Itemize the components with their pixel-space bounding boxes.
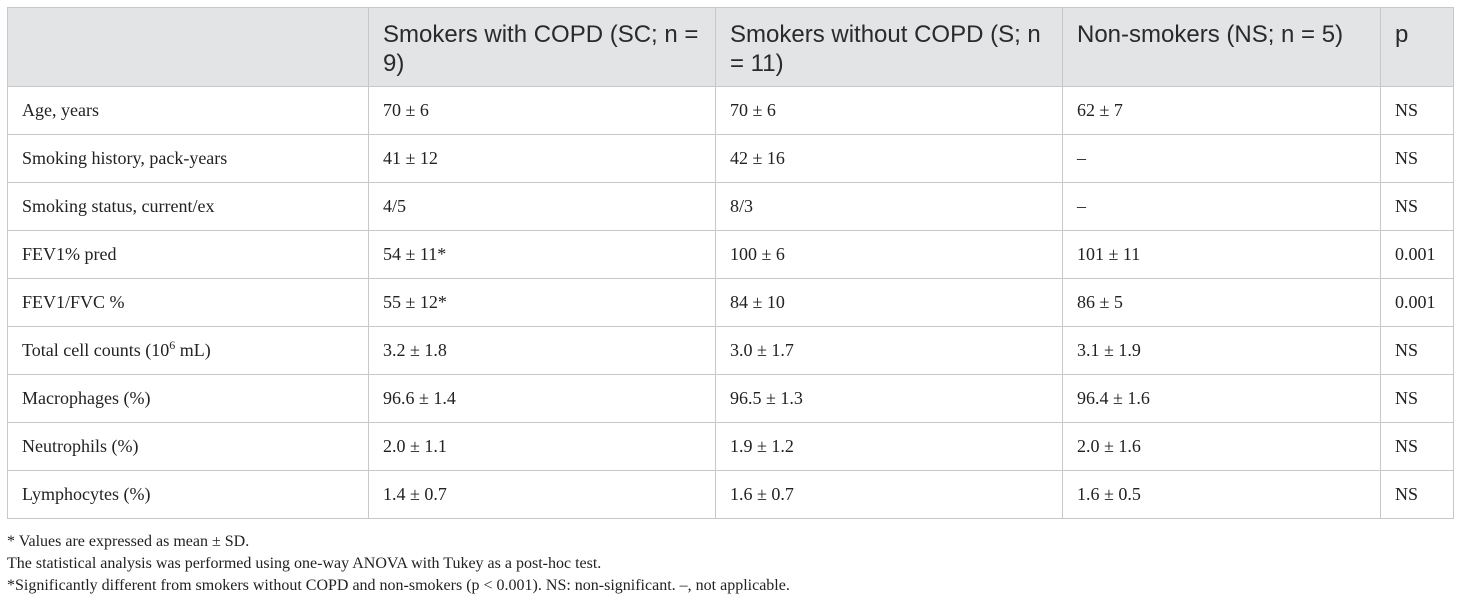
cell-ns: 96.4 ± 1.6	[1062, 374, 1381, 423]
footnote-line: The statistical analysis was performed u…	[7, 555, 602, 572]
cell-sc: 70 ± 6	[368, 86, 716, 135]
row-label-suffix: mL)	[175, 340, 211, 360]
cell-s: 42 ± 16	[715, 134, 1063, 183]
cell-s: 8/3	[715, 182, 1063, 231]
cell-sc: 41 ± 12	[368, 134, 716, 183]
row-label: Smoking history, pack-years	[7, 134, 369, 183]
row-label: Neutrophils (%)	[7, 422, 369, 471]
header-cell-smokers-no-copd: Smokers without COPD (S; n = 11)	[715, 7, 1063, 87]
cell-sc: 54 ± 11*	[368, 230, 716, 279]
cell-s: 96.5 ± 1.3	[715, 374, 1063, 423]
header-cell-non-smokers: Non-smokers (NS; n = 5)	[1062, 7, 1381, 87]
cell-sc: 96.6 ± 1.4	[368, 374, 716, 423]
cell-s: 70 ± 6	[715, 86, 1063, 135]
table-row: Neutrophils (%) 2.0 ± 1.1 1.9 ± 1.2 2.0 …	[7, 422, 1454, 471]
cell-sc: 55 ± 12*	[368, 278, 716, 327]
cell-p: NS	[1380, 86, 1454, 135]
cell-ns: 101 ± 11	[1062, 230, 1381, 279]
cell-ns: 2.0 ± 1.6	[1062, 422, 1381, 471]
table-row: Lymphocytes (%) 1.4 ± 0.7 1.6 ± 0.7 1.6 …	[7, 470, 1454, 519]
table-row: Age, years 70 ± 6 70 ± 6 62 ± 7 NS	[7, 86, 1454, 135]
table-row: Total cell counts (106 mL) 3.2 ± 1.8 3.0…	[7, 326, 1454, 375]
footnote-line: * Values are expressed as mean ± SD.	[7, 533, 250, 550]
cell-sc: 2.0 ± 1.1	[368, 422, 716, 471]
cell-p: 0.001	[1380, 278, 1454, 327]
row-label: Age, years	[7, 86, 369, 135]
cell-s: 100 ± 6	[715, 230, 1063, 279]
cell-sc: 3.2 ± 1.8	[368, 326, 716, 375]
row-label: FEV1/FVC %	[7, 278, 369, 327]
table-row: FEV1/FVC % 55 ± 12* 84 ± 10 86 ± 5 0.001	[7, 278, 1454, 327]
cell-p: NS	[1380, 182, 1454, 231]
data-table-container: Smokers with COPD (SC; n = 9) Smokers wi…	[7, 7, 1454, 519]
cell-p: NS	[1380, 422, 1454, 471]
table-row: FEV1% pred 54 ± 11* 100 ± 6 101 ± 11 0.0…	[7, 230, 1454, 279]
cell-ns: 62 ± 7	[1062, 86, 1381, 135]
table-footnotes: * Values are expressed as mean ± SD. The…	[7, 531, 1453, 597]
cell-sc: 4/5	[368, 182, 716, 231]
row-label: Total cell counts (106 mL)	[7, 326, 369, 375]
row-label: FEV1% pred	[7, 230, 369, 279]
cell-s: 3.0 ± 1.7	[715, 326, 1063, 375]
table-row: Smoking status, current/ex 4/5 8/3 – NS	[7, 182, 1454, 231]
row-label: Smoking status, current/ex	[7, 182, 369, 231]
cell-s: 1.6 ± 0.7	[715, 470, 1063, 519]
row-label: Macrophages (%)	[7, 374, 369, 423]
row-label-text: Total cell counts (10	[22, 340, 170, 360]
cell-s: 84 ± 10	[715, 278, 1063, 327]
cell-p: 0.001	[1380, 230, 1454, 279]
cell-ns: 1.6 ± 0.5	[1062, 470, 1381, 519]
table-row: Macrophages (%) 96.6 ± 1.4 96.5 ± 1.3 96…	[7, 374, 1454, 423]
cell-sc: 1.4 ± 0.7	[368, 470, 716, 519]
data-table: Smokers with COPD (SC; n = 9) Smokers wi…	[7, 7, 1454, 519]
header-cell-p: p	[1380, 7, 1454, 87]
cell-p: NS	[1380, 134, 1454, 183]
footnote-line: *Significantly different from smokers wi…	[7, 577, 790, 594]
cell-p: NS	[1380, 326, 1454, 375]
superscript-exponent: 6	[169, 338, 176, 352]
table-row: Smoking history, pack-years 41 ± 12 42 ±…	[7, 134, 1454, 183]
cell-p: NS	[1380, 374, 1454, 423]
cell-ns: –	[1062, 182, 1381, 231]
table-header: Smokers with COPD (SC; n = 9) Smokers wi…	[7, 7, 1454, 87]
cell-ns: 3.1 ± 1.9	[1062, 326, 1381, 375]
cell-ns: 86 ± 5	[1062, 278, 1381, 327]
cell-ns: –	[1062, 134, 1381, 183]
header-row: Smokers with COPD (SC; n = 9) Smokers wi…	[7, 7, 1454, 87]
cell-p: NS	[1380, 470, 1454, 519]
cell-s: 1.9 ± 1.2	[715, 422, 1063, 471]
table-body: Age, years 70 ± 6 70 ± 6 62 ± 7 NS Smoki…	[7, 86, 1454, 519]
header-cell-variable	[7, 7, 369, 87]
row-label: Lymphocytes (%)	[7, 470, 369, 519]
header-cell-smokers-copd: Smokers with COPD (SC; n = 9)	[368, 7, 716, 87]
